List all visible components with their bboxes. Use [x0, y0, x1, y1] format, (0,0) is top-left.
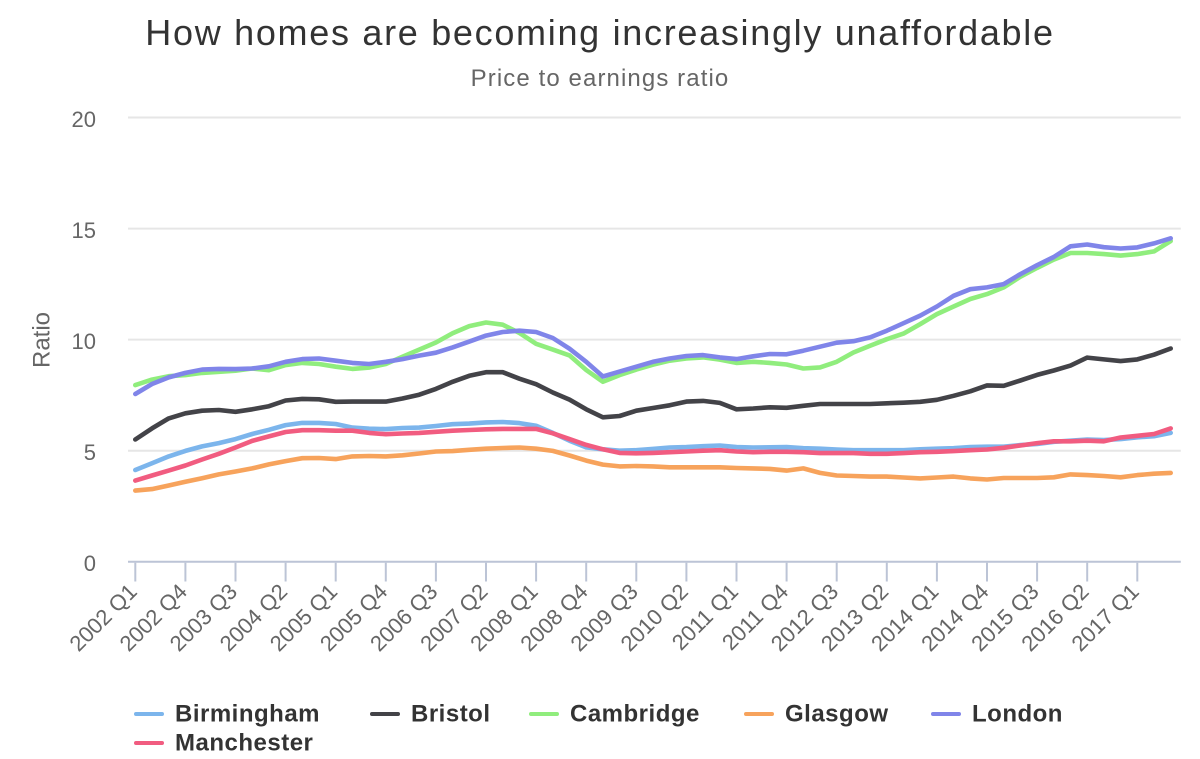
svg-text:10: 10 — [72, 329, 96, 354]
svg-text:Bristol: Bristol — [411, 701, 491, 728]
svg-text:5: 5 — [84, 440, 96, 465]
svg-text:15: 15 — [72, 218, 96, 243]
svg-text:London: London — [972, 701, 1063, 728]
svg-text:0: 0 — [84, 551, 96, 576]
svg-text:Manchester: Manchester — [175, 730, 313, 757]
svg-text:Price to earnings ratio: Price to earnings ratio — [471, 65, 730, 92]
svg-text:Ratio: Ratio — [29, 312, 56, 368]
svg-text:Cambridge: Cambridge — [570, 701, 700, 728]
svg-text:Glasgow: Glasgow — [785, 701, 889, 728]
svg-text:20: 20 — [72, 107, 96, 132]
svg-text:Birmingham: Birmingham — [175, 701, 320, 728]
svg-text:How homes are becoming increas: How homes are becoming increasingly unaf… — [145, 12, 1054, 53]
